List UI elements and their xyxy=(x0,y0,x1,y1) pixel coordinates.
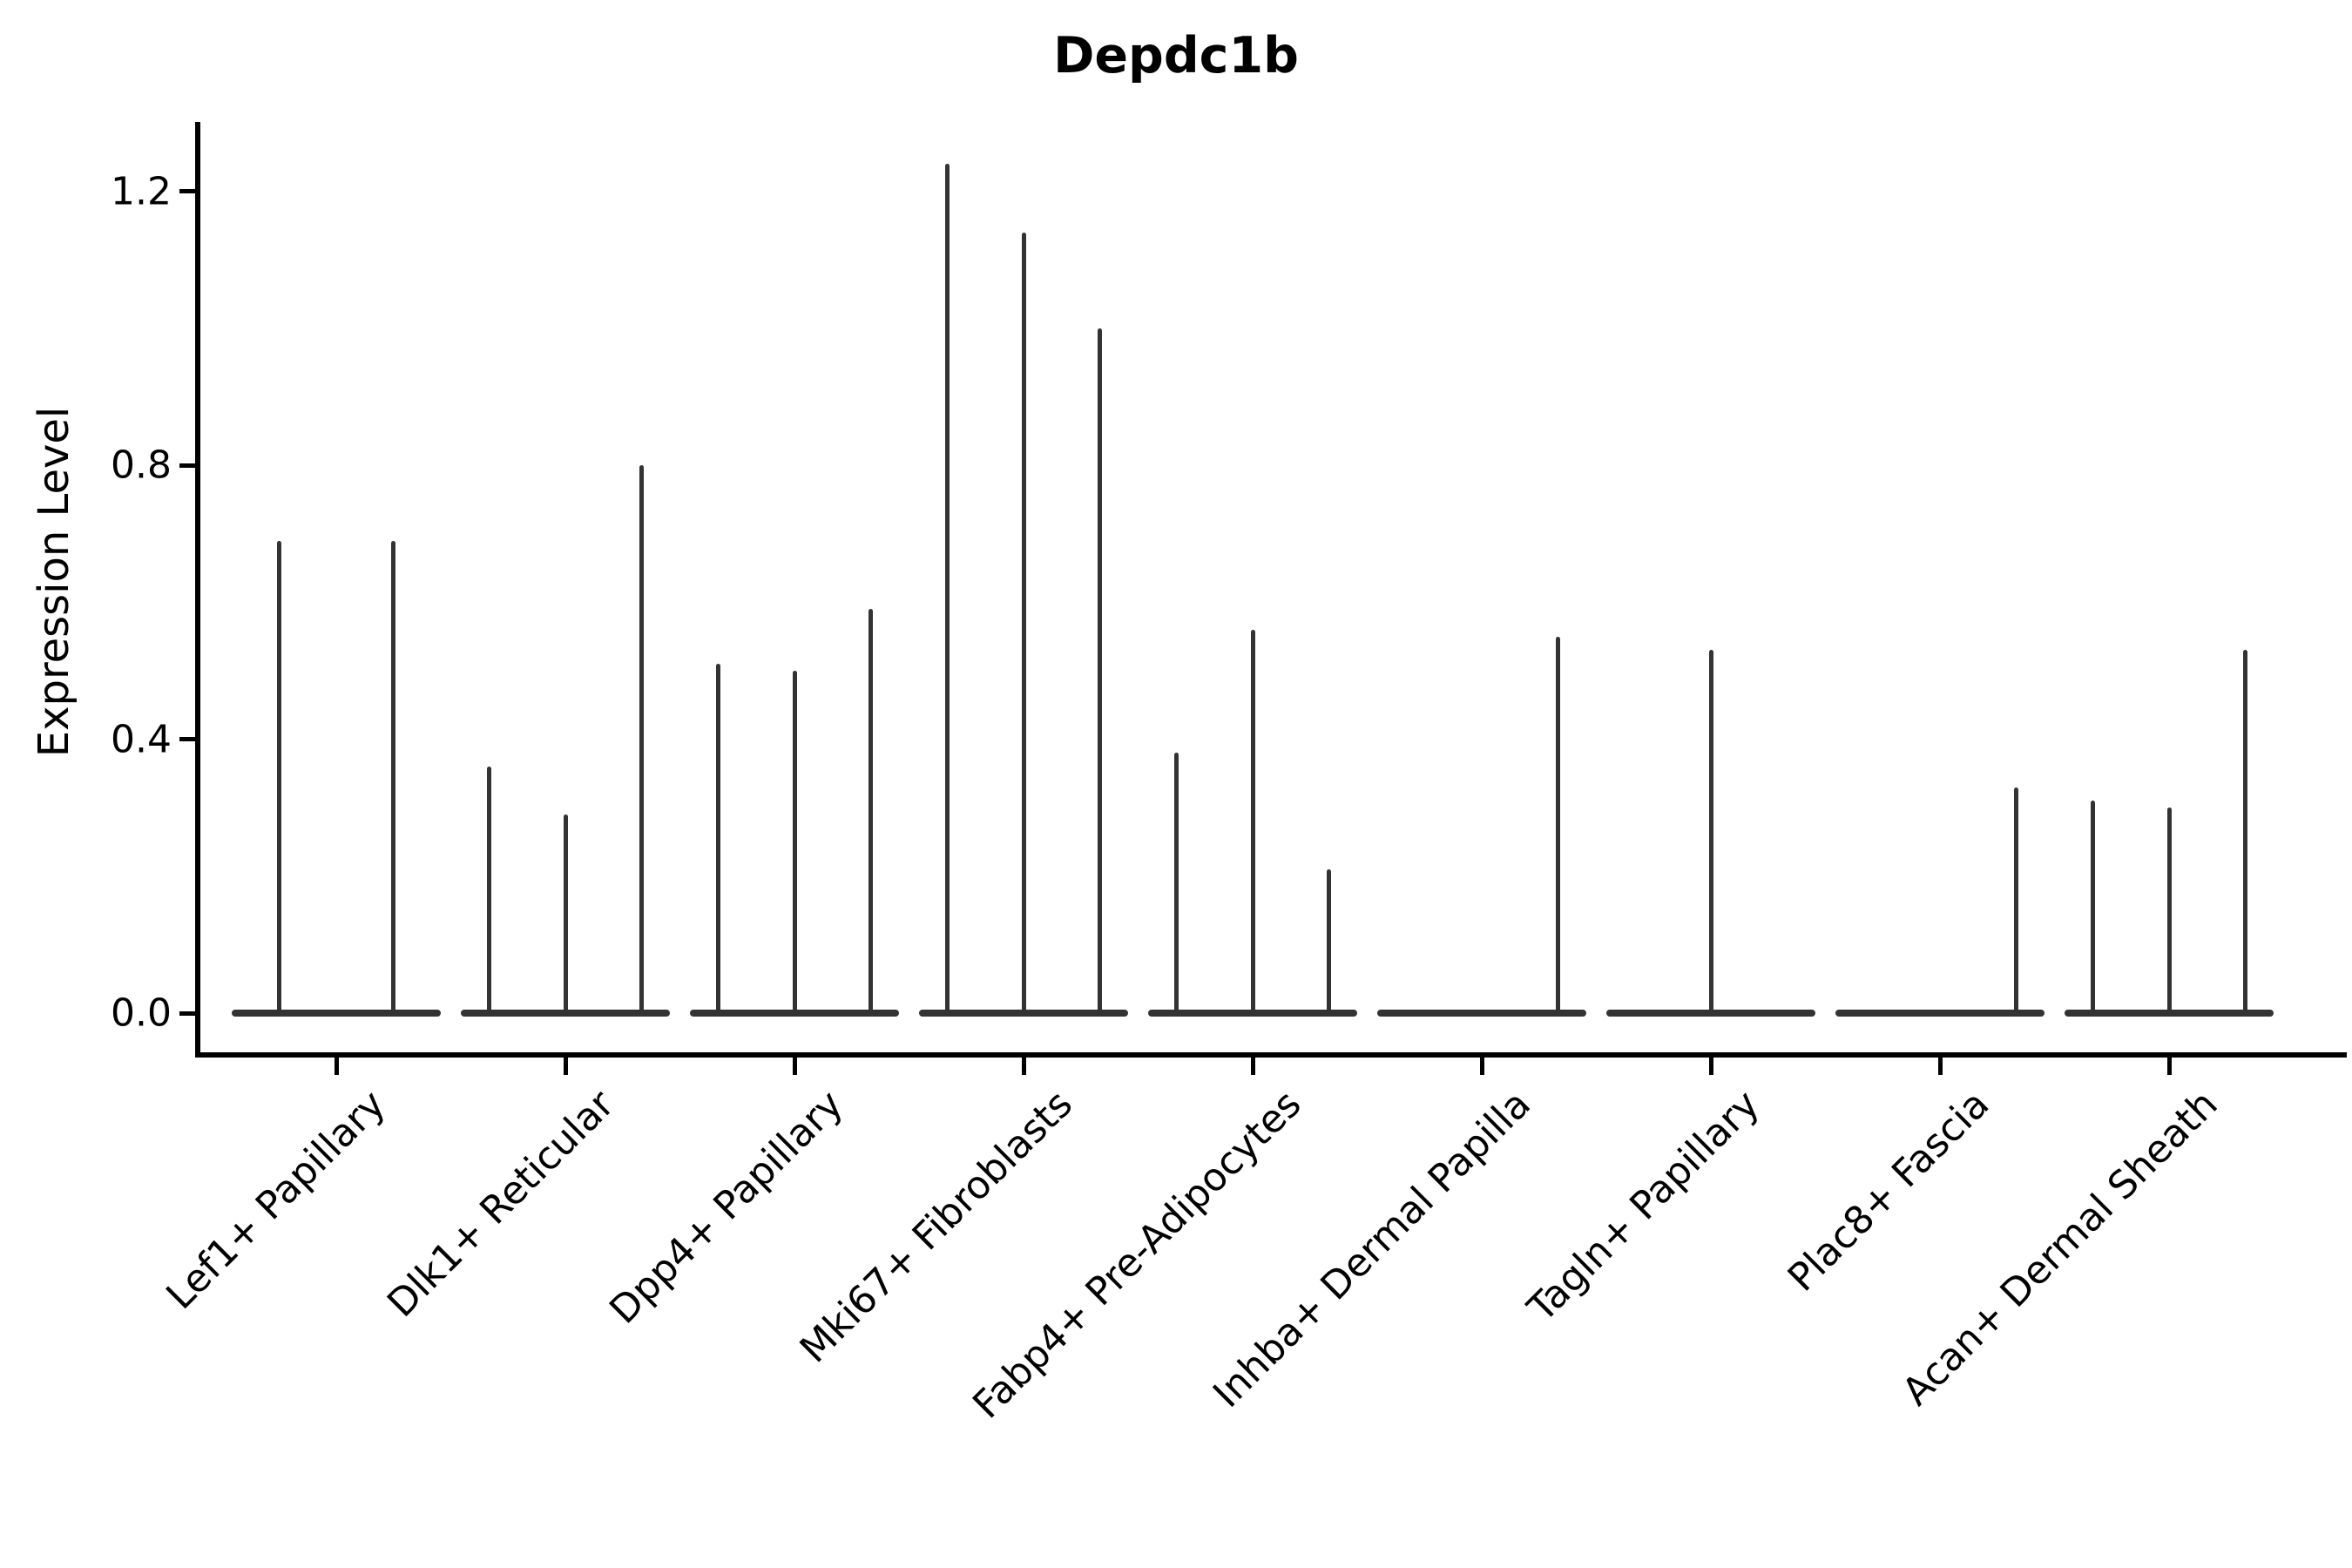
violin-spike xyxy=(2090,801,2095,1016)
violin-spike xyxy=(1327,868,1332,1016)
x-tick-label: Dlk1+ Reticular xyxy=(379,1082,624,1326)
violin-spike xyxy=(1098,328,1103,1016)
x-tick-mark xyxy=(334,1056,339,1075)
y-tick-label: 0.8 xyxy=(111,443,172,488)
x-tick-mark xyxy=(1708,1056,1713,1075)
x-axis-spine xyxy=(195,1052,2347,1058)
violin-spike xyxy=(486,767,491,1016)
x-tick-mark xyxy=(1021,1056,1026,1075)
violin-baseline xyxy=(1377,1010,1586,1017)
x-tick-mark xyxy=(2166,1056,2172,1075)
violin-spike xyxy=(1173,753,1179,1016)
violin-baseline xyxy=(1835,1010,2044,1017)
x-tick-label: Plac8+ Fascia xyxy=(1779,1082,1998,1301)
x-tick-label: Dpp4+ Papillary xyxy=(601,1082,853,1333)
violin-spike xyxy=(1250,629,1255,1016)
y-tick-mark xyxy=(179,189,196,194)
x-tick-mark xyxy=(563,1056,568,1075)
x-tick-mark xyxy=(1250,1056,1255,1075)
y-tick-label: 0.4 xyxy=(111,717,172,762)
y-tick-mark xyxy=(179,1010,196,1016)
violin-spike xyxy=(2014,787,2019,1016)
violin-spike xyxy=(639,465,645,1016)
y-tick-mark xyxy=(179,737,196,742)
violin-spike xyxy=(1708,650,1713,1016)
plot-title: Depdc1b xyxy=(1053,27,1299,84)
violin-spike xyxy=(276,540,281,1016)
violin-spike xyxy=(715,664,720,1016)
violin-spike xyxy=(792,671,797,1016)
violin-spike xyxy=(563,814,568,1016)
x-tick-mark xyxy=(1479,1056,1484,1075)
violin-spike xyxy=(2166,808,2172,1016)
y-tick-label: 1.2 xyxy=(111,169,172,214)
violin-spike xyxy=(944,164,950,1016)
x-tick-label: Lef1+ Papillary xyxy=(157,1082,395,1319)
violin-spike xyxy=(868,609,874,1016)
y-tick-label: 0.0 xyxy=(111,990,172,1036)
y-axis-spine xyxy=(195,122,200,1057)
violin-baseline xyxy=(232,1010,441,1017)
violin-spike xyxy=(1021,232,1026,1016)
violin-spike xyxy=(2243,650,2248,1016)
x-tick-label: Tagln+ Papillary xyxy=(1519,1082,1769,1331)
y-axis-label: Expression Level xyxy=(30,406,78,758)
x-tick-mark xyxy=(792,1056,797,1075)
violin-spike xyxy=(391,540,396,1016)
violin-spike xyxy=(1556,636,1561,1016)
x-tick-mark xyxy=(1937,1056,1943,1075)
y-tick-mark xyxy=(179,463,196,468)
